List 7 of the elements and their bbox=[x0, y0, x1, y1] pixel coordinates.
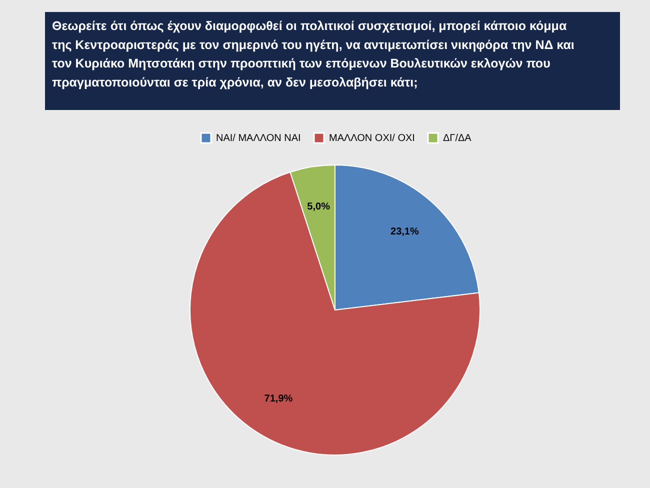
data-label: 23,1% bbox=[390, 226, 419, 238]
legend-label: ΜΑΛΛΟΝ ΟΧΙ/ ΟΧΙ bbox=[329, 133, 415, 144]
chart-title: Θεωρείτε ότι όπως έχουν διαμορφωθεί οι πολιτικοί συσχετισμοί, μπορεί κάποιο κόμμα της Κεντροαριστεράς με τον σημερινό του ηγέτη, να αντιμετωπίσει νικηφόρα την ΝΔ και τον Κυριάκο Μητσοτάκη στην προοπτική των επόμενων Βουλευτικών εκλογών που πραγματοποιούνται σε τρία χρόνια, αν δεν μεσολαβήσει κάτι; bbox=[52, 19, 575, 90]
legend-label: ΔΓ/ΔΑ bbox=[443, 133, 472, 144]
data-label: 71,9% bbox=[264, 393, 293, 404]
data-label: 5,0% bbox=[307, 201, 330, 212]
legend-label: ΝΑΙ/ ΜΑΛΛΟΝ ΝΑΙ bbox=[216, 133, 301, 144]
